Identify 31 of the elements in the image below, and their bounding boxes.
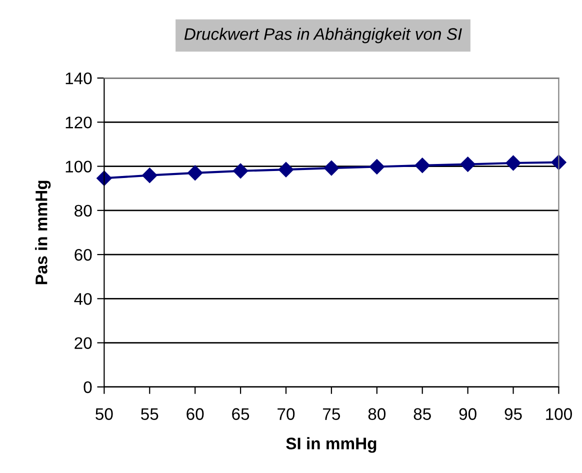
y-tick-label: 20 bbox=[74, 337, 92, 349]
chart-title: Druckwert Pas in Abhängigkeit von SI bbox=[184, 28, 462, 44]
x-tick-label: 60 bbox=[186, 408, 204, 420]
x-tick-label: 50 bbox=[96, 408, 113, 420]
point bbox=[460, 156, 476, 172]
point bbox=[142, 168, 158, 183]
point bbox=[232, 163, 248, 178]
y-tick-label: 100 bbox=[66, 160, 92, 172]
point bbox=[369, 159, 384, 174]
y-tick-label: 80 bbox=[74, 204, 92, 217]
point bbox=[414, 158, 430, 173]
point bbox=[278, 162, 294, 178]
point bbox=[188, 165, 203, 180]
y-axis-title: Pas in mmHg bbox=[35, 180, 51, 284]
x-tick-label: 90 bbox=[459, 408, 476, 420]
point bbox=[506, 155, 521, 171]
x-tick-label: 80 bbox=[368, 408, 386, 420]
x-tick-label: 75 bbox=[323, 408, 340, 420]
y-tick-label: 0 bbox=[84, 381, 92, 394]
y-tick-label: 40 bbox=[74, 293, 92, 305]
point bbox=[324, 160, 340, 176]
y-tick-label: 120 bbox=[66, 116, 92, 128]
y-tick-label: 140 bbox=[66, 72, 92, 84]
x-tick-label: 95 bbox=[504, 408, 522, 420]
x-tick-label: 100 bbox=[546, 408, 572, 420]
x-axis-title: SI in mmHg bbox=[286, 437, 376, 453]
x-tick-label: 55 bbox=[141, 408, 158, 420]
x-tick-label: 85 bbox=[414, 408, 431, 420]
x-tick-label: 65 bbox=[232, 408, 250, 420]
x-tick-label: 70 bbox=[278, 408, 295, 420]
y-tick-label: 60 bbox=[74, 248, 92, 261]
